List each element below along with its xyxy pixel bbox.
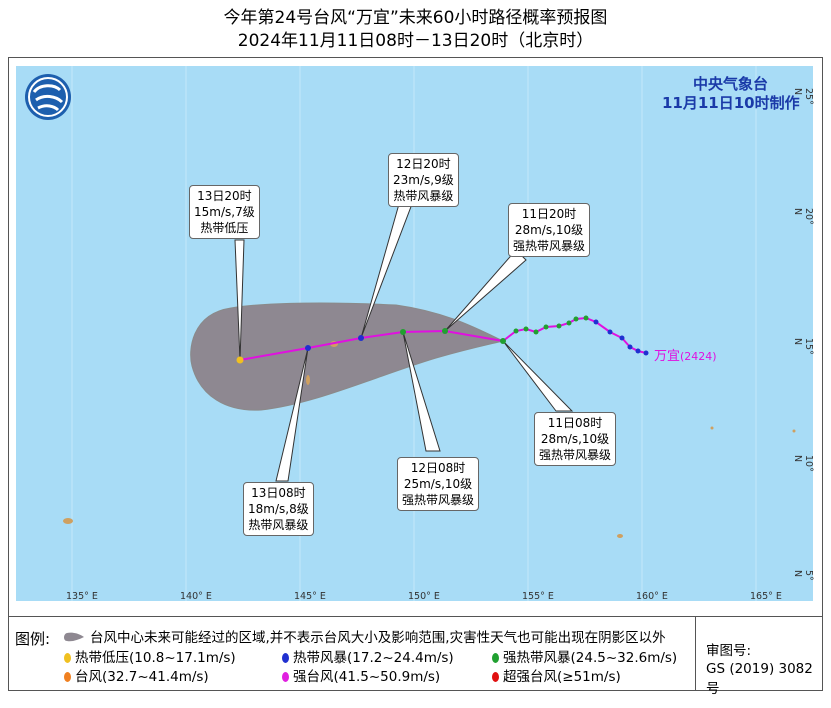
ty-dot-icon <box>64 672 71 682</box>
callout-wind: 28m/s,10级 <box>514 223 584 237</box>
callout-grade: 热带风暴级 <box>393 189 454 203</box>
legend-item: 强台风(41.5~50.9m/s) <box>282 669 440 685</box>
legend-box <box>8 616 823 691</box>
callout-grade: 热带风暴级 <box>248 518 309 532</box>
review-label: 审图号: <box>706 643 752 659</box>
point-12d20 <box>358 335 364 341</box>
typhoon-name-label: 万宜(2424) <box>654 349 717 365</box>
review-panel: 审图号: GS (2019) 3082号 <box>695 617 823 697</box>
callout-wind: 18m/s,8级 <box>248 502 309 516</box>
callout-grade: 强热带风暴级 <box>513 239 586 253</box>
x-tick: 150° E <box>408 591 440 602</box>
callout-time: 13日08时 <box>251 486 306 500</box>
cma-logo <box>25 74 71 120</box>
legend-cone-label: 台风中心未来可能经过的区域,并不表示台风大小及影响范围,灾害性天气也可能出现在阴… <box>90 630 666 646</box>
leader-13d08 <box>275 347 309 482</box>
forecast-cone <box>190 302 505 411</box>
forecast-map <box>16 66 813 601</box>
callout-time: 12日08时 <box>410 461 466 475</box>
map-title: 今年第24号台风“万宜”未来60小时路径概率预报图 <box>223 8 608 28</box>
y-tick: 20° N <box>792 208 814 225</box>
sts-dot-icon <box>492 653 499 663</box>
graticule <box>71 66 757 601</box>
legend-title: 图例: <box>15 630 51 648</box>
legend-cone-item: 台风中心未来可能经过的区域,并不表示台风大小及影响范围,灾害性天气也可能出现在阴… <box>62 630 666 646</box>
callout-time: 11日08时 <box>547 416 603 430</box>
callout-13d20: 13日20时 15m/s,7级 热带低压 <box>189 185 260 239</box>
y-tick: 5° N <box>792 570 814 581</box>
point-13d08 <box>305 345 311 351</box>
td-dot-icon <box>64 653 71 663</box>
past-points <box>513 315 649 356</box>
legend-item: 超强台风(≥51m/s) <box>492 669 621 685</box>
callout-wind: 23m/s,9级 <box>393 173 454 187</box>
point-11d20 <box>442 328 448 334</box>
callout-time: 11日20时 <box>521 207 577 221</box>
cone-swatch-icon <box>64 632 84 642</box>
x-tick: 160° E <box>636 591 668 602</box>
forecast-points <box>236 328 506 364</box>
callout-grade: 热带低压 <box>200 221 249 235</box>
callout-grade: 强热带风暴级 <box>402 493 475 507</box>
map-subtitle: 2024年11月11日08时－13日20时（北京时） <box>237 31 594 51</box>
x-tick: 140° E <box>180 591 212 602</box>
point-12d08 <box>400 329 406 335</box>
y-tick: 25° N <box>792 88 814 105</box>
callout-wind: 28m/s,10级 <box>540 432 610 446</box>
leader-11d08 <box>502 340 574 412</box>
legend-item: 热带低压(10.8~17.1m/s) <box>64 650 236 666</box>
callout-11d08: 11日08时 28m/s,10级 强热带风暴级 <box>534 412 617 466</box>
point-13d20 <box>236 356 244 364</box>
agency-name: 中央气象台 <box>693 75 769 93</box>
x-tick: 135° E <box>66 591 98 602</box>
issued-time: 11月11日10时制作 <box>662 94 800 112</box>
callout-time: 12日20时 <box>396 157 451 171</box>
x-tick: 165° E <box>750 591 782 602</box>
super-ty-dot-icon <box>492 672 499 682</box>
y-tick: 15° N <box>792 338 814 355</box>
callout-11d20: 11日20时 28m/s,10级 强热带风暴级 <box>508 203 591 257</box>
callout-time: 13日20时 <box>197 189 252 203</box>
legend-item: 强热带风暴(24.5~32.6m/s) <box>492 650 677 666</box>
legend-item: 台风(32.7~41.4m/s) <box>64 669 209 685</box>
callout-12d08: 12日08时 25m/s,10级 强热带风暴级 <box>397 457 480 511</box>
y-tick: 10° N <box>792 455 814 472</box>
leader-12d08 <box>402 331 441 452</box>
x-tick: 145° E <box>294 591 326 602</box>
point-11d08 <box>500 338 506 344</box>
x-tick: 155° E <box>522 591 554 602</box>
typhoon-name: 万宜 <box>654 349 681 364</box>
forecast-track <box>239 329 504 361</box>
leader-13d20 <box>234 239 245 361</box>
callout-wind: 15m/s,7级 <box>194 205 255 219</box>
sty-dot-icon <box>282 672 289 682</box>
callout-12d20: 12日20时 23m/s,9级 热带风暴级 <box>388 153 459 207</box>
callout-wind: 25m/s,10级 <box>403 477 473 491</box>
ts-dot-icon <box>282 653 289 663</box>
legend-item: 热带风暴(17.2~24.4m/s) <box>282 650 454 666</box>
review-number: GS (2019) 3082号 <box>706 661 813 697</box>
callout-grade: 强热带风暴级 <box>539 448 612 462</box>
typhoon-number: (2424) <box>680 350 717 363</box>
callout-13d08: 13日08时 18m/s,8级 热带风暴级 <box>243 482 314 536</box>
